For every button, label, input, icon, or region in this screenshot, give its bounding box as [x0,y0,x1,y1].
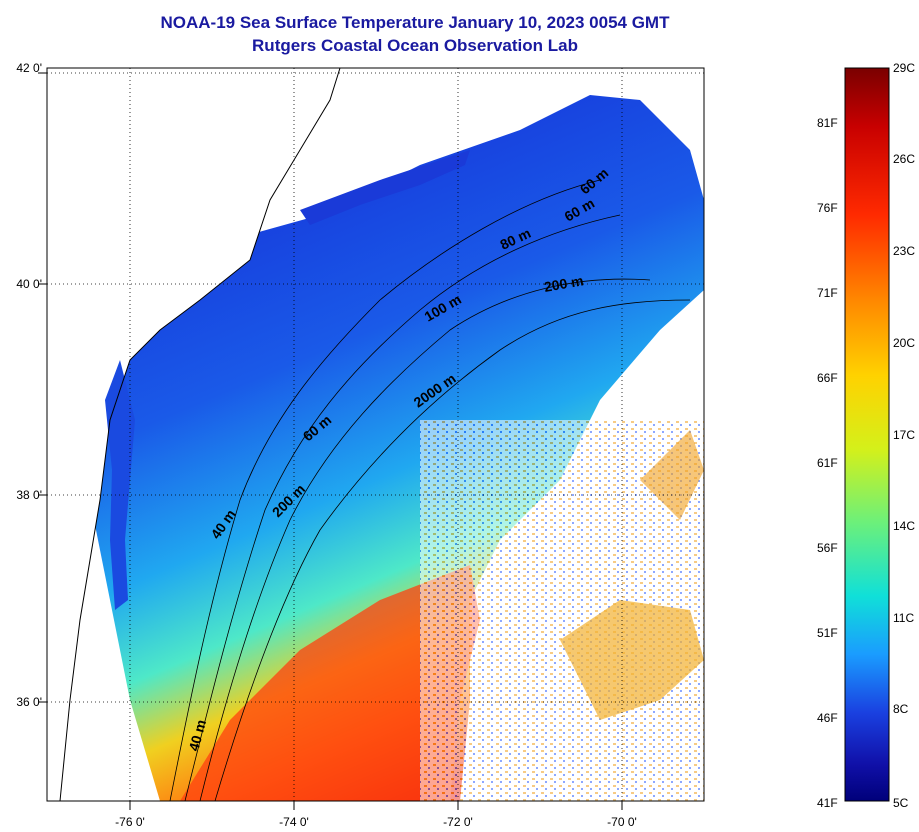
coastline [59,68,341,801]
lon-tick-label: -72 0' [443,815,473,829]
colorbar-f-label: 41F [817,796,838,810]
colorbar-f-label: 46F [817,711,838,725]
colorbar-f-label: 76F [817,201,838,215]
colorbar-c-label: 8C [893,702,909,716]
land-mass [47,68,340,801]
colorbar-c-label: 20C [893,336,916,350]
colorbar-f-label: 81F [817,116,838,130]
chart-subtitle: Rutgers Coastal Ocean Observation Lab [252,36,578,55]
colorbar-c-label: 29C [893,61,916,75]
offshore-patch-2 [640,430,704,520]
long-island [300,150,470,225]
lon-tick-label: -74 0' [279,815,309,829]
axis-ticks [38,72,623,810]
colorbar-f-label: 56F [817,541,838,555]
offshore-patch [560,600,704,720]
colorbar-c-label: 5C [893,796,909,810]
colorbar-f-label: 51F [817,626,838,640]
lon-tick-label: -70 0' [607,815,637,829]
chesapeake-bay [105,360,135,610]
colorbar-f-label: 71F [817,286,838,300]
bathymetry-contours [169,179,691,801]
gulf-stream [180,565,480,801]
lon-tick-label: -76 0' [115,815,145,829]
colorbar-c-label: 14C [893,519,916,533]
colorbar-c-label: 11C [893,611,915,625]
lat-tick-label: 42 0' [16,61,42,75]
lat-tick-label: 38 0' [16,488,42,502]
colorbar-f-label: 66F [817,371,838,385]
lat-tick-label: 36 0' [16,695,42,709]
graticule [47,68,704,801]
contour-label: 40 m [185,718,209,753]
colorbar-c-label: 23C [893,244,916,258]
sst-swath [90,95,704,801]
map-frame [46,67,705,802]
chart-title: NOAA-19 Sea Surface Temperature January … [160,13,670,32]
lat-tick-label: 40 0' [16,277,42,291]
colorbar-c-label: 26C [893,152,916,166]
colorbar [844,67,890,802]
colorbar-c-label: 17C [893,428,916,442]
colorbar-f-label: 61F [817,456,838,470]
